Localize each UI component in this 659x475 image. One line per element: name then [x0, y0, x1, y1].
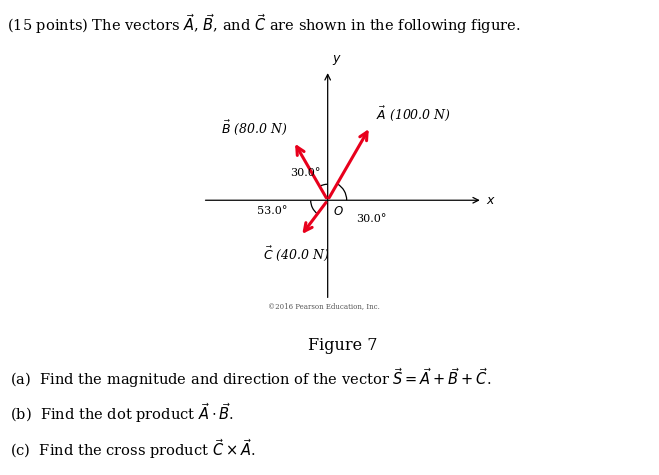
Text: (b)  Find the dot product $\vec{A} \cdot \vec{B}$.: (b) Find the dot product $\vec{A} \cdot … — [10, 401, 234, 425]
Text: Figure 7: Figure 7 — [308, 337, 378, 354]
Text: $\vec{A}$ (100.0 N): $\vec{A}$ (100.0 N) — [376, 104, 451, 123]
Text: $x$: $x$ — [486, 194, 496, 207]
Text: (15 points) The vectors $\vec{A}$, $\vec{B}$, and $\vec{C}$ are shown in the fol: (15 points) The vectors $\vec{A}$, $\vec… — [7, 12, 520, 36]
Text: $y$: $y$ — [331, 53, 341, 67]
Text: $\vec{B}$ (80.0 N): $\vec{B}$ (80.0 N) — [221, 119, 288, 137]
Text: ©2016 Pearson Education, Inc.: ©2016 Pearson Education, Inc. — [268, 302, 380, 310]
Text: $O$: $O$ — [333, 205, 343, 218]
Text: 30.0°: 30.0° — [356, 214, 386, 224]
Text: (c)  Find the cross product $\vec{C} \times \vec{A}$.: (c) Find the cross product $\vec{C} \tim… — [10, 437, 255, 461]
Text: (a)  Find the magnitude and direction of the vector $\vec{S} = \vec{A}+\vec{B}+\: (a) Find the magnitude and direction of … — [10, 366, 491, 389]
Text: 30.0°: 30.0° — [291, 168, 321, 178]
Text: 53.0°: 53.0° — [257, 206, 288, 216]
Text: $\vec{C}$ (40.0 N): $\vec{C}$ (40.0 N) — [264, 244, 330, 263]
